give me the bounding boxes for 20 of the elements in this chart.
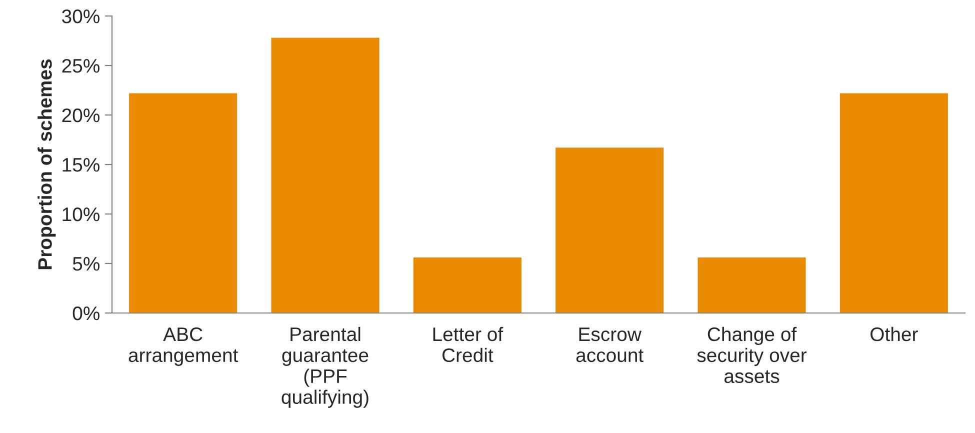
y-tick-label: 20%: [62, 108, 100, 122]
y-tick-label: 15%: [62, 158, 100, 172]
x-tick-label: Escrow account: [576, 328, 644, 362]
bar: [556, 148, 664, 313]
y-axis-title: Proportion of schemes: [38, 59, 56, 270]
x-tick-label: Change of security over assets: [697, 326, 807, 384]
x-tick-label: ABC arrangement: [128, 327, 238, 366]
x-tick-label: Other: [870, 326, 918, 342]
y-tick-label: 25%: [62, 58, 100, 73]
bar: [840, 93, 948, 313]
y-tick-label: 5%: [72, 257, 100, 271]
bar: [129, 93, 238, 313]
y-tick-label: 0%: [72, 306, 100, 320]
bar: [413, 258, 522, 313]
y-tick-label: 10%: [62, 207, 100, 222]
y-tick-label: 30%: [62, 9, 100, 24]
x-tick-label: Letter of Credit: [433, 326, 504, 362]
bar: [271, 38, 380, 313]
x-tick-label: Parental guarantee (PPF qualifying): [282, 326, 368, 408]
bar: [698, 258, 806, 313]
